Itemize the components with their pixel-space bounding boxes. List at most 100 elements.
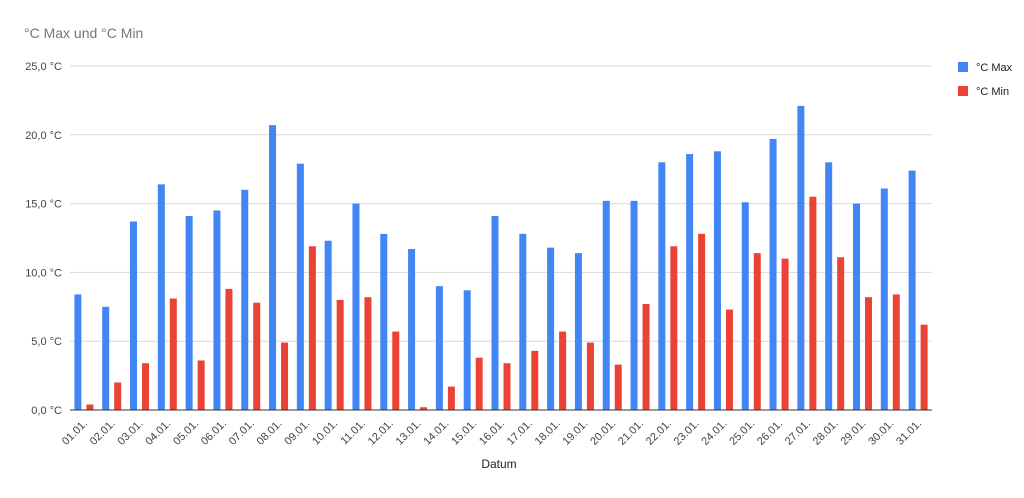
bar-min bbox=[475, 357, 483, 410]
legend-swatch bbox=[958, 62, 968, 72]
bar-max bbox=[741, 202, 749, 410]
bar-max bbox=[658, 162, 666, 410]
bar-max bbox=[435, 286, 443, 410]
bar-max bbox=[324, 240, 332, 410]
bar-max bbox=[157, 184, 165, 410]
bar-min bbox=[920, 324, 928, 410]
bar-max bbox=[408, 249, 416, 410]
x-tick-label: 12.01. bbox=[366, 418, 396, 448]
x-tick-label: 21.01. bbox=[616, 418, 646, 448]
x-tick-label: 22.01. bbox=[644, 418, 674, 448]
bar-min bbox=[614, 364, 622, 410]
bar-max bbox=[102, 306, 110, 410]
x-tick-label: 01.01. bbox=[60, 418, 90, 448]
legend-label: °C Max bbox=[976, 62, 1013, 74]
legend-swatch bbox=[958, 86, 968, 96]
legend-label: °C Min bbox=[976, 86, 1009, 98]
x-tick-label: 29.01. bbox=[838, 418, 868, 448]
x-tick-label: 23.01. bbox=[672, 418, 702, 448]
x-tick-label: 08.01. bbox=[255, 418, 285, 448]
y-axis-ticks: 0,0 °C 5,0 °C 10,0 °C 15,0 °C 20,0 °C 25,0 °C bbox=[25, 61, 62, 417]
legend: °C Max °C Min bbox=[958, 62, 1013, 98]
bar-min bbox=[197, 360, 205, 410]
bar-max bbox=[296, 163, 304, 410]
bar-max bbox=[380, 233, 388, 410]
bar-min bbox=[253, 302, 261, 410]
x-tick-label: 03.01. bbox=[116, 418, 146, 448]
y-tick-label: 25,0 °C bbox=[25, 61, 62, 73]
bar-max bbox=[825, 162, 833, 410]
bar-max bbox=[602, 200, 610, 410]
bar-max bbox=[269, 125, 277, 410]
y-tick-label: 5,0 °C bbox=[31, 336, 62, 348]
bar-min bbox=[336, 299, 344, 410]
x-tick-label: 19.01. bbox=[560, 418, 590, 448]
x-tick-label: 31.01. bbox=[894, 418, 924, 448]
bar-max bbox=[241, 189, 249, 410]
bar-max bbox=[686, 154, 694, 410]
bar-min bbox=[698, 233, 706, 410]
x-tick-label: 16.01. bbox=[477, 418, 507, 448]
bar-max bbox=[769, 138, 777, 411]
bar-min bbox=[392, 331, 400, 410]
bar-min bbox=[837, 257, 845, 410]
x-tick-label: 25.01. bbox=[727, 418, 757, 448]
x-axis-label: Datum bbox=[481, 457, 516, 471]
x-tick-label: 26.01. bbox=[755, 418, 785, 448]
bar-min bbox=[809, 196, 817, 410]
x-tick-label: 13.01. bbox=[394, 418, 424, 448]
bar-min bbox=[86, 404, 94, 410]
x-tick-label: 20.01. bbox=[588, 418, 618, 448]
bar-min bbox=[559, 331, 567, 410]
x-tick-label: 09.01. bbox=[282, 418, 312, 448]
bar-max bbox=[630, 200, 638, 410]
x-tick-label: 05.01. bbox=[171, 418, 201, 448]
bar-min bbox=[447, 386, 455, 410]
bar-min bbox=[725, 309, 733, 410]
bar-min bbox=[142, 363, 150, 410]
bar-min bbox=[281, 342, 289, 410]
x-tick-label: 02.01. bbox=[88, 418, 118, 448]
bar-max bbox=[74, 294, 82, 410]
x-tick-label: 15.01. bbox=[449, 418, 479, 448]
x-tick-label: 07.01. bbox=[227, 418, 257, 448]
bar-min bbox=[753, 253, 761, 410]
y-tick-label: 10,0 °C bbox=[25, 267, 62, 279]
bar-min bbox=[531, 350, 539, 410]
bar-max bbox=[880, 188, 888, 410]
y-tick-label: 20,0 °C bbox=[25, 130, 62, 142]
bar-max bbox=[713, 151, 721, 410]
bar-max bbox=[574, 253, 582, 410]
bar-min bbox=[225, 288, 233, 410]
bar-max bbox=[491, 215, 499, 410]
bar-max bbox=[547, 247, 555, 410]
bar-min bbox=[503, 363, 511, 410]
x-tick-label: 30.01. bbox=[866, 418, 896, 448]
bar-min bbox=[781, 258, 789, 410]
bar-max bbox=[908, 170, 916, 410]
bar-min bbox=[586, 342, 594, 410]
x-axis-ticks: 01.01.02.01.03.01.04.01.05.01.06.01.07.0… bbox=[60, 418, 924, 448]
bar-max bbox=[797, 105, 805, 411]
y-tick-label: 0,0 °C bbox=[31, 405, 62, 417]
bar-min bbox=[114, 382, 122, 410]
bar-min bbox=[169, 298, 177, 410]
x-tick-label: 10.01. bbox=[310, 418, 340, 448]
x-tick-label: 06.01. bbox=[199, 418, 229, 448]
bar-min bbox=[364, 297, 372, 410]
bar-min bbox=[864, 297, 872, 410]
bar-min bbox=[892, 294, 900, 410]
x-tick-label: 17.01. bbox=[505, 418, 535, 448]
bar-max bbox=[463, 290, 471, 410]
bar-max bbox=[352, 203, 360, 410]
x-tick-label: 24.01. bbox=[699, 418, 729, 448]
bar-max bbox=[852, 203, 860, 410]
x-tick-label: 04.01. bbox=[143, 418, 173, 448]
x-tick-label: 11.01. bbox=[339, 418, 369, 448]
x-tick-label: 28.01. bbox=[811, 418, 841, 448]
bar-max bbox=[213, 210, 221, 410]
y-tick-label: 15,0 °C bbox=[25, 199, 62, 211]
bar-min bbox=[670, 246, 678, 410]
bar-min bbox=[642, 304, 650, 410]
